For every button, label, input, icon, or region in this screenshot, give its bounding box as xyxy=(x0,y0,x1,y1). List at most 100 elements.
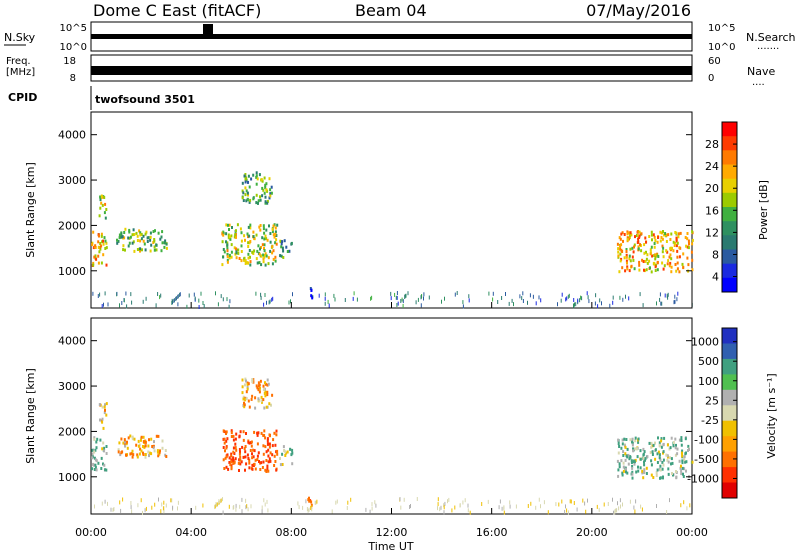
ground-scatter-cell xyxy=(443,503,445,508)
echo-cell xyxy=(661,261,664,265)
echo-cell xyxy=(140,438,142,442)
ground-scatter-cell xyxy=(505,292,506,296)
ground-scatter-cell xyxy=(582,498,584,503)
echo-cell xyxy=(652,233,655,237)
echo-cell xyxy=(267,382,270,386)
echo-cell xyxy=(232,450,235,454)
echo-cell xyxy=(222,231,225,235)
echo-cell xyxy=(310,294,313,298)
echo-cell xyxy=(253,237,256,240)
echo-cell xyxy=(139,233,142,237)
echo-cell xyxy=(104,468,107,472)
echo-cell xyxy=(646,261,649,265)
echo-cell xyxy=(669,246,672,250)
echo-cell xyxy=(654,265,657,269)
echo-cell xyxy=(251,394,254,398)
echo-cell xyxy=(631,470,634,474)
echo-cell xyxy=(638,260,641,264)
echo-cell xyxy=(252,197,255,201)
ground-scatter-cell xyxy=(522,291,524,296)
ground-scatter-cell xyxy=(557,302,558,307)
echo-cell xyxy=(254,396,257,400)
echo-cell xyxy=(266,383,269,387)
ground-scatter-cell xyxy=(220,294,222,299)
ground-scatter-cell xyxy=(595,293,597,298)
echo-cell xyxy=(621,231,624,235)
echo-cell xyxy=(232,456,235,460)
echo-cell xyxy=(617,250,620,254)
echo-cell xyxy=(263,243,266,247)
ground-scatter-cell xyxy=(560,298,562,303)
velocity-colorbar: 1000 500 100 25 -25 -100 -500 -1000 xyxy=(687,327,738,499)
echo-cell xyxy=(93,450,96,454)
echo-cell xyxy=(657,236,660,239)
echo-cell xyxy=(244,238,246,242)
ground-scatter-cell xyxy=(292,292,293,297)
echo-cell xyxy=(155,434,158,438)
echo-cell xyxy=(266,437,269,441)
echo-cell xyxy=(674,263,677,266)
echo-cell xyxy=(103,446,106,450)
ground-scatter-cell xyxy=(271,297,273,302)
echo-cell xyxy=(255,201,258,205)
echo-cell xyxy=(637,245,640,249)
echo-cell xyxy=(247,193,249,197)
echo-cell xyxy=(632,447,634,451)
ground-scatter-cell xyxy=(241,509,243,514)
echo-cell xyxy=(671,246,673,250)
echo-cell xyxy=(274,230,277,234)
echo-cell xyxy=(142,239,145,243)
ground-scatter-cell xyxy=(565,297,567,302)
time-x-axis: 00:00 04:00 08:00 12:00 16:00 20:00 00:00 xyxy=(75,302,708,539)
colorbar-swatch xyxy=(722,263,737,279)
echo-cell xyxy=(116,238,118,242)
echo-cell xyxy=(666,443,669,447)
ground-scatter-cell xyxy=(314,500,316,505)
echo-cell xyxy=(276,449,279,453)
echo-cell xyxy=(249,255,251,259)
echo-cell xyxy=(117,448,120,452)
echo-cell xyxy=(161,439,164,443)
echo-cell xyxy=(262,398,265,402)
ground-scatter-cell xyxy=(596,504,598,509)
ground-scatter-cell xyxy=(437,497,439,502)
echo-cell xyxy=(654,255,657,259)
echo-cell xyxy=(105,208,108,211)
echo-cell xyxy=(238,452,241,456)
echo-cell xyxy=(667,472,670,476)
echo-cell xyxy=(268,445,271,449)
echo-cell xyxy=(248,185,251,189)
echo-cell xyxy=(99,195,102,199)
echo-cell xyxy=(629,247,632,251)
echo-cell xyxy=(163,245,166,249)
echo-cell xyxy=(282,256,285,259)
echo-cell xyxy=(310,288,313,292)
ground-scatter-cell xyxy=(527,504,529,508)
echo-cell xyxy=(266,378,269,382)
echo-cell xyxy=(139,447,142,451)
echo-cell xyxy=(230,460,233,464)
echo-cell xyxy=(308,496,310,500)
echo-cell xyxy=(132,228,135,232)
ground-scatter-cell xyxy=(410,504,411,508)
sky-left-tick-top: 10^5 xyxy=(60,23,87,34)
echo-cell xyxy=(264,445,267,449)
echo-cell xyxy=(222,233,225,237)
echo-cell xyxy=(625,259,628,263)
echo-cell xyxy=(665,240,668,243)
echo-cell xyxy=(131,241,134,245)
echo-cell xyxy=(621,250,624,253)
echo-cell xyxy=(684,236,687,239)
colorbar-tick-label: 28 xyxy=(705,138,719,151)
ground-scatter-cell xyxy=(220,499,221,504)
echo-cell xyxy=(246,453,249,457)
ground-scatter-cell xyxy=(635,499,637,504)
ground-scatter-cell xyxy=(194,296,196,301)
echo-cell xyxy=(284,454,287,457)
echo-cell xyxy=(99,418,101,422)
x-axis-label: Time UT xyxy=(367,540,413,553)
ground-scatter-cell xyxy=(555,502,557,507)
echo-cell xyxy=(670,257,673,261)
ground-scatter-cell xyxy=(130,501,132,505)
echo-cell xyxy=(264,200,267,204)
